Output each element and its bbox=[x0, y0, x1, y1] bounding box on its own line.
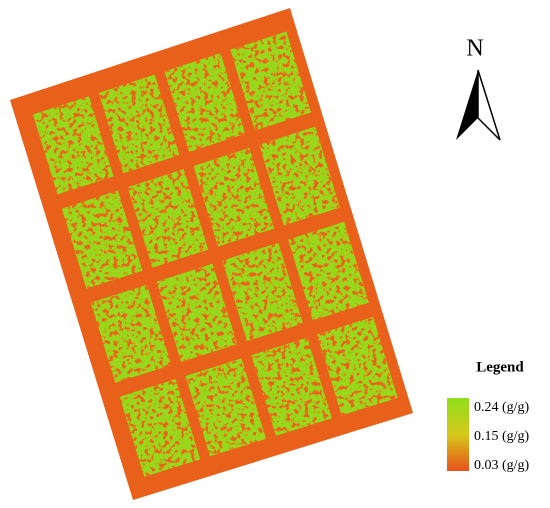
legend-label: 0.24 (g/g) bbox=[474, 400, 530, 415]
legend-label: 0.03 (g/g) bbox=[474, 458, 530, 473]
plot bbox=[193, 147, 275, 247]
plot bbox=[164, 53, 246, 152]
north-label: N bbox=[466, 36, 483, 62]
plot bbox=[90, 284, 172, 383]
plot bbox=[259, 126, 340, 226]
plot bbox=[222, 242, 303, 342]
plot bbox=[156, 263, 238, 362]
plot bbox=[61, 190, 143, 289]
north-arrow-light bbox=[477, 69, 501, 141]
plot bbox=[127, 169, 209, 268]
plot bbox=[317, 316, 398, 416]
legend-label: 0.15 (g/g) bbox=[474, 429, 530, 444]
plot bbox=[119, 379, 201, 477]
plot bbox=[32, 96, 114, 195]
plot bbox=[230, 31, 311, 131]
plot bbox=[288, 221, 369, 321]
plots bbox=[32, 31, 398, 477]
legend-ramp bbox=[447, 398, 469, 471]
north-arrow-dark bbox=[456, 70, 478, 140]
plot bbox=[185, 358, 267, 457]
plot bbox=[98, 74, 180, 174]
plot bbox=[251, 337, 332, 436]
legend-title: Legend bbox=[476, 359, 524, 375]
